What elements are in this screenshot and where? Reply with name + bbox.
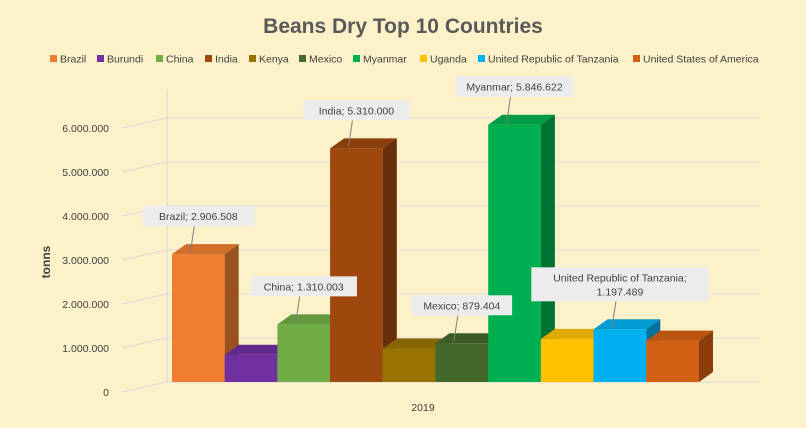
- bar-front-united-states-of-america: [646, 340, 699, 382]
- bar-top-burundi: [224, 344, 292, 355]
- data-label-mexico: Mexico; 879.404: [411, 295, 513, 342]
- legend-label-united-republic-of-tanzania: United Republic of Tanzania: [488, 54, 619, 66]
- bar-side-united-states-of-america: [699, 330, 713, 382]
- data-label-leader: [189, 226, 195, 253]
- data-label-text: Brazil; 2.906.508: [159, 211, 238, 223]
- legend-swatch-india: [205, 55, 212, 62]
- legend-swatch-brazil: [50, 55, 57, 62]
- y-axis-label: tonns: [39, 245, 53, 278]
- bar-side-india: [382, 138, 397, 382]
- x-axis-categories: 2019: [411, 402, 435, 414]
- legend: Brazil Burundi China India Kenya Mexico Myanma…: [50, 54, 759, 66]
- data-label-india: India; 5.310.000: [303, 100, 410, 147]
- bar-top-brazil: [172, 244, 239, 255]
- data-label-myanmar: Myanmar; 5.846.622: [455, 76, 574, 123]
- legend-label-mexico: Mexico: [309, 54, 342, 66]
- legend-label-burundi: Burundi: [107, 54, 143, 66]
- data-label-text: India; 5.310.000: [319, 105, 394, 117]
- data-label-china: China; 1.310.003: [250, 276, 357, 323]
- legend-swatch-china: [156, 55, 163, 62]
- bar-top-united-states-of-america: [646, 330, 713, 341]
- data-label-box: [455, 76, 574, 97]
- bar-front-united-republic-of-tanzania: [593, 329, 647, 382]
- bar-front-china: [277, 324, 331, 382]
- bar-united-states-of-america: [646, 330, 713, 382]
- bar-front-india: [330, 148, 383, 382]
- gridline-diagonal: [121, 381, 168, 393]
- legend-label-india: India: [215, 54, 238, 66]
- bar-front-uganda: [540, 338, 594, 382]
- bar-top-mexico: [435, 333, 503, 344]
- bar-front-mexico: [435, 343, 489, 382]
- legend-swatch-united-states-of-america: [633, 55, 640, 62]
- data-label-box: [142, 206, 255, 227]
- bar-myanmar: [488, 114, 555, 383]
- data-label-box: [531, 267, 709, 302]
- data-label-leader: [295, 296, 301, 323]
- y-tick-label: 2.000.000: [62, 299, 109, 311]
- legend-swatch-mexico: [299, 55, 306, 62]
- legend-swatch-burundi: [97, 55, 104, 62]
- gridline-diagonal: [121, 337, 168, 349]
- data-labels: Brazil; 2.906.508 China; 1.310.003 India; …: [142, 76, 709, 342]
- data-label-leader: [347, 120, 353, 147]
- y-tick-label: 0: [103, 387, 109, 399]
- data-label-text: Mexico; 879.404: [423, 300, 500, 312]
- bar-top-myanmar: [488, 114, 555, 125]
- data-label-united-republic-of-tanzania: United Republic of Tanzania; 1.197.489: [531, 267, 709, 328]
- gridline-diagonal: [121, 117, 168, 129]
- y-tick-label: 1.000.000: [62, 343, 109, 355]
- legend-label-brazil: Brazil: [60, 54, 86, 66]
- data-label-box: [250, 276, 357, 297]
- data-label-leader: [453, 315, 459, 342]
- bar-front-burundi: [224, 354, 278, 382]
- legend-label-uganda: Uganda: [430, 54, 467, 66]
- gridline-diagonal: [121, 249, 168, 261]
- data-label-text: United Republic of Tanzania;: [553, 272, 686, 284]
- bar-top-china: [277, 314, 345, 325]
- data-label-text: China; 1.310.003: [264, 281, 344, 293]
- data-label-leader: [506, 96, 512, 123]
- legend-label-myanmar: Myanmar: [363, 54, 407, 66]
- data-label-text: 1.197.489: [597, 286, 644, 298]
- legend-label-united-states-of-america: United States of America: [643, 54, 759, 66]
- bar-front-brazil: [172, 254, 225, 382]
- y-tick-label: 4.000.000: [62, 211, 109, 223]
- bar-india: [330, 138, 397, 382]
- bar-top-india: [330, 138, 397, 149]
- bar-top-kenya: [382, 338, 450, 349]
- data-label-box: [303, 100, 410, 121]
- legend-swatch-myanmar: [353, 55, 360, 62]
- y-tick-label: 6.000.000: [62, 123, 109, 135]
- y-axis-ticks: 0 1.000.000 2.000.000 3.000.000 4.000.000 5.0…: [62, 123, 109, 399]
- chart-title: Beans Dry Top 10 Countries: [263, 15, 543, 38]
- data-label-brazil: Brazil; 2.906.508: [142, 206, 255, 253]
- gridline-diagonal: [121, 161, 168, 173]
- bar-front-myanmar: [488, 124, 541, 383]
- legend-label-china: China: [166, 54, 194, 66]
- legend-swatch-kenya: [249, 55, 256, 62]
- data-label-leader: [611, 301, 617, 328]
- bar-top-uganda: [540, 328, 608, 339]
- legend-swatch-united-republic-of-tanzania: [478, 55, 485, 62]
- data-label-box: [411, 295, 513, 316]
- y-tick-label: 5.000.000: [62, 167, 109, 179]
- bar-top-united-republic-of-tanzania: [593, 319, 661, 330]
- y-tick-label: 3.000.000: [62, 255, 109, 267]
- bar-side-myanmar: [540, 114, 555, 383]
- legend-label-kenya: Kenya: [259, 54, 289, 66]
- bars: [172, 114, 713, 383]
- gridline-diagonal: [121, 293, 168, 305]
- data-label-text: Myanmar; 5.846.622: [466, 82, 562, 94]
- legend-swatch-uganda: [420, 55, 427, 62]
- bar-front-kenya: [382, 348, 436, 382]
- bar-kenya: [382, 338, 450, 382]
- x-category-label: 2019: [411, 402, 435, 414]
